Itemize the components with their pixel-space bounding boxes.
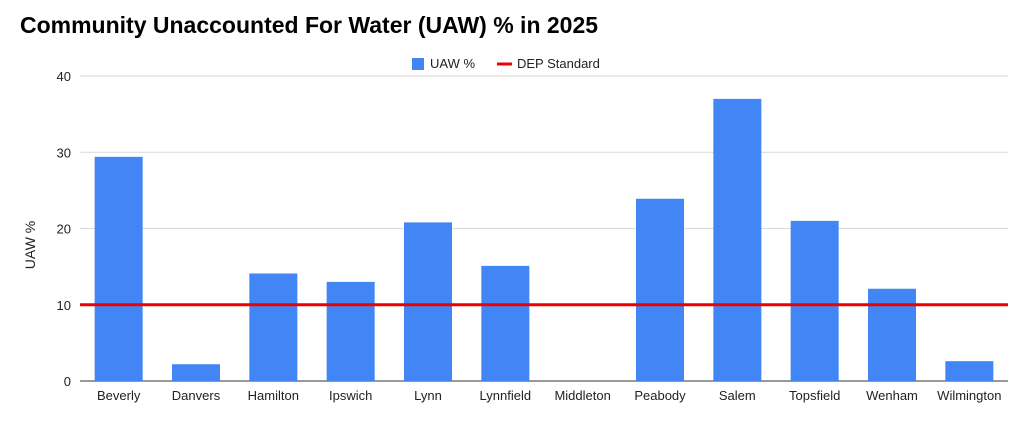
legend-label-dep: DEP Standard	[517, 56, 600, 71]
x-tick-label-lynn: Lynn	[414, 388, 442, 403]
y-axis-label: UAW %	[22, 221, 38, 269]
x-tick-label-wenham: Wenham	[866, 388, 918, 403]
x-tick-label-wilmington: Wilmington	[937, 388, 1001, 403]
y-tick-label: 0	[64, 374, 71, 389]
x-axis-categories: Beverly Danvers Hamilton Ipswich Lynn Lynnfie…	[97, 388, 1001, 403]
y-tick-label: 40	[57, 69, 71, 84]
legend-label-uaw: UAW %	[430, 56, 475, 71]
bars	[94, 98, 994, 381]
x-tick-label-peabody: Peabody	[634, 388, 686, 403]
legend: UAW % DEP Standard	[412, 56, 600, 71]
bar-topsfield	[790, 220, 839, 381]
x-tick-label-ipswich: Ipswich	[329, 388, 372, 403]
bar-hamilton	[249, 273, 298, 381]
bar-wilmington	[945, 361, 994, 381]
bar-wenham	[868, 288, 916, 381]
y-tick-label: 10	[57, 298, 71, 313]
bar-beverly	[94, 156, 143, 381]
x-tick-label-danvers: Danvers	[172, 388, 221, 403]
y-tick-label: 20	[57, 222, 71, 237]
bar-lynnfield	[481, 265, 530, 381]
bar-lynn	[404, 222, 452, 381]
x-tick-label-beverly: Beverly	[97, 388, 141, 403]
chart-title: Community Unaccounted For Water (UAW) % …	[20, 12, 599, 38]
x-tick-label-topsfield: Topsfield	[789, 388, 840, 403]
x-tick-label-salem: Salem	[719, 388, 756, 403]
legend-swatch-uaw	[412, 58, 424, 70]
bar-peabody	[636, 198, 684, 381]
x-tick-label-middleton: Middleton	[554, 388, 610, 403]
x-tick-label-hamilton: Hamilton	[248, 388, 299, 403]
x-tick-label-lynnfield: Lynnfield	[480, 388, 532, 403]
bar-ipswich	[326, 281, 375, 381]
y-axis-ticks: 0 10 20 30 40	[57, 69, 71, 389]
y-tick-label: 30	[57, 145, 71, 160]
bar-salem	[713, 98, 762, 381]
bar-danvers	[172, 364, 220, 381]
